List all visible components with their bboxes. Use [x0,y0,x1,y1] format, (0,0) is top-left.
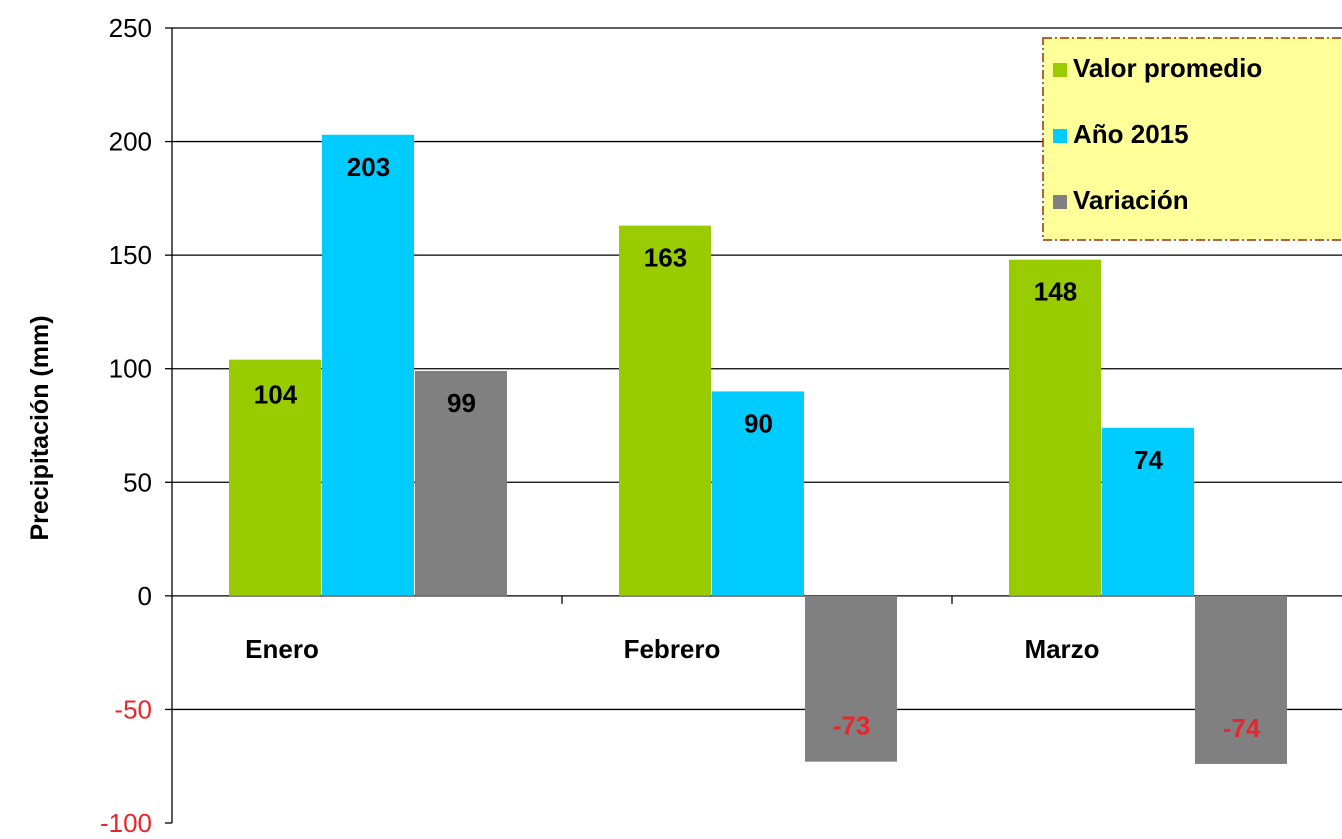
legend-label-variaci-n: Variación [1073,185,1189,215]
y-tick-label-200: 200 [109,127,152,157]
data-label-variaci-n-enero: 99 [447,388,476,418]
data-labels: 104 163 148 203 90 74 99 -73 -74 [254,152,1261,743]
bar-valor-promedio-febrero [619,225,711,596]
legend: Valor promedio Año 2015 Variación [1042,37,1342,241]
y-axis-label: Precipitación (mm) [26,315,54,540]
category-label-febrero: Febrero [624,634,721,664]
bar-valor-promedio-enero [229,359,321,596]
y-tick-label-150: 150 [109,240,152,270]
legend-swatch-variaci-n [1053,195,1067,209]
category-label-marzo: Marzo [1024,634,1099,664]
y-tick-label-250: 250 [109,13,152,43]
legend-box [1042,37,1342,241]
y-tick-label-50: 50 [123,467,152,497]
data-label-valor-promedio-febrero: 163 [644,243,687,273]
data-label-variaci-n-febrero: -73 [833,711,871,741]
bar-a-o-2015-febrero [712,391,804,596]
legend-swatch-valor-promedio [1053,63,1067,77]
data-label-valor-promedio-marzo: 148 [1034,277,1077,307]
bar-valor-promedio-marzo [1009,259,1101,596]
bar-variaci-n-marzo [1195,595,1287,764]
data-label-a-o-2015-enero: 203 [347,152,390,182]
bars [229,134,1287,764]
y-tick-label-0: 0 [138,581,152,611]
legend-label-valor-promedio: Valor promedio [1073,53,1262,83]
bar-variaci-n-enero [415,370,507,596]
data-label-a-o-2015-marzo: 74 [1134,445,1163,475]
y-tick-label-100: 100 [109,354,152,384]
data-label-valor-promedio-enero: 104 [254,380,298,410]
bar-a-o-2015-enero [322,134,414,596]
y-tick-label--100: -100 [100,808,152,838]
data-label-a-o-2015-febrero: 90 [744,408,773,438]
legend-swatch-a-o-2015 [1053,129,1067,143]
category-label-enero: Enero [245,634,319,664]
data-label-variaci-n-marzo: -74 [1223,713,1261,743]
y-ticks: -100 -50 0 50 100 150 200 250 [100,13,152,838]
axes [165,27,953,824]
legend-label-a-o-2015: Año 2015 [1073,119,1189,149]
category-labels: Enero Febrero Marzo [245,634,1099,664]
bar-variaci-n-febrero [805,595,897,762]
bar-a-o-2015-marzo [1102,427,1194,596]
y-tick-label--50: -50 [114,694,152,724]
